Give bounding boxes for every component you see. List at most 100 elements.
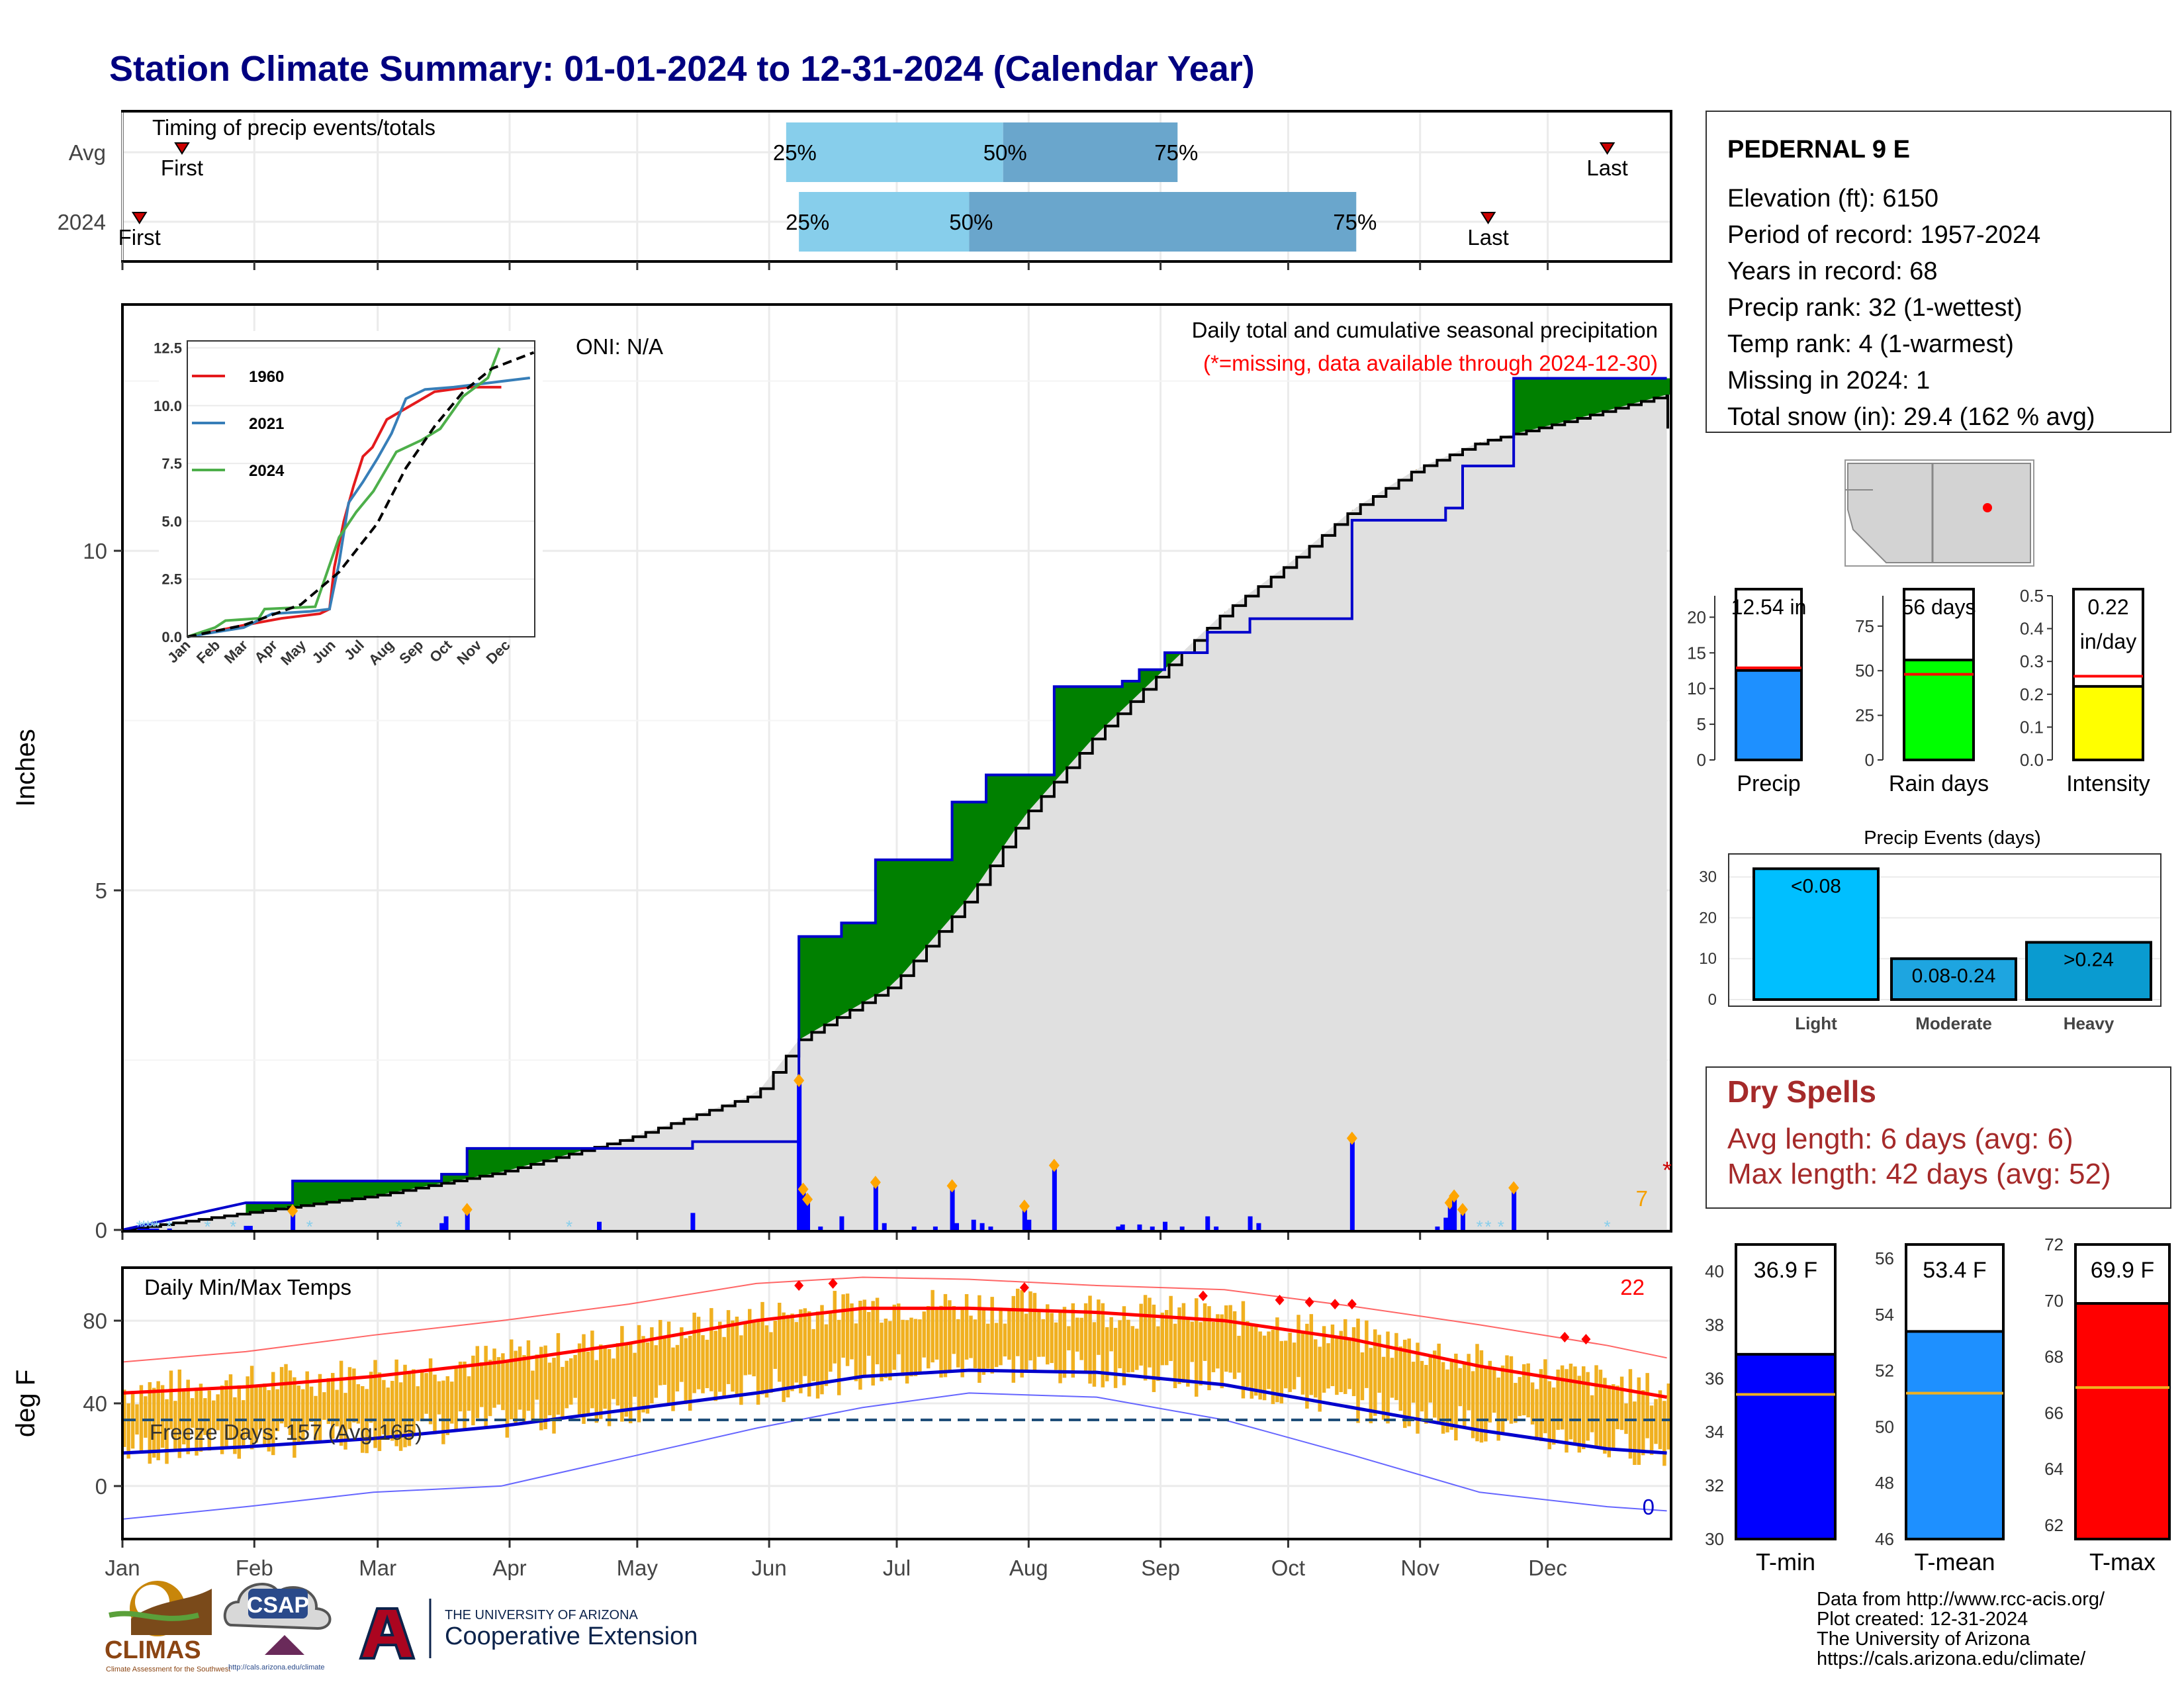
temp-daily-bar (318, 1374, 322, 1441)
temp-record-max-line (122, 1276, 1667, 1363)
precip-daily-bar (1256, 1223, 1261, 1230)
temp-daily-bar (709, 1308, 713, 1391)
precip-above-avg-band (296, 1181, 302, 1207)
temp-daily-bar (905, 1320, 909, 1384)
temp-daily-bar (1582, 1366, 1586, 1450)
temp-daily-bar (594, 1360, 599, 1423)
temp-daily-bar (1297, 1315, 1300, 1378)
precip-summary-ytick-label: 0.5 (2020, 586, 2044, 606)
precip-above-avg-band (875, 859, 880, 996)
temp-daily-bar (1305, 1323, 1309, 1409)
temp-daily-bar (1318, 1346, 1322, 1412)
precip-above-avg-band (1637, 378, 1642, 403)
record-high-marker (1019, 1282, 1029, 1293)
precip-daily-bar (1214, 1226, 1219, 1230)
temp-daily-bar (122, 1389, 126, 1447)
precip-above-avg-band (390, 1181, 396, 1193)
precip-daily-bar (979, 1223, 985, 1230)
precip-above-avg-band (892, 859, 897, 986)
temp-summary-bar (2074, 1302, 2171, 1540)
precip-summary-ytick-label: 50 (1855, 661, 1874, 680)
month-label-jul: Jul (883, 1556, 911, 1580)
precip-above-avg-band (271, 1202, 277, 1210)
temp-daily-bar (1386, 1331, 1390, 1424)
timing-p75-label: 75% (1333, 210, 1377, 234)
temp-summary-value: 36.9 F (1754, 1258, 1817, 1283)
precip-daily-bar (146, 1228, 151, 1230)
temp-daily-bar (654, 1345, 659, 1398)
temp-daily-bar (1279, 1340, 1284, 1404)
temp-daily-bar (1428, 1354, 1433, 1403)
events-ytick-label: 30 (1699, 868, 1717, 886)
precip-above-avg-band (433, 1181, 438, 1185)
temp-daily-bar (1526, 1363, 1530, 1418)
precip-above-avg-band (918, 859, 923, 957)
temp-daily-bar (242, 1400, 246, 1447)
precip-daily-bar (988, 1226, 993, 1230)
temp-daily-bar (620, 1326, 624, 1422)
temp-daily-bar (1496, 1378, 1500, 1441)
precip-above-avg-band (539, 1148, 545, 1162)
snow-marker: * (153, 1217, 159, 1237)
precip-summary-label: Precip (1737, 771, 1800, 796)
temp-daily-bar (212, 1400, 216, 1429)
precip-2024-cumulative-line (122, 377, 1667, 1231)
temp-daily-bar (1046, 1304, 1050, 1365)
precip-daily-bar (1461, 1209, 1465, 1230)
precip-above-avg-band (939, 859, 944, 932)
precip-above-avg-band (871, 923, 876, 998)
precip-above-avg-band (531, 1148, 536, 1164)
temp-daily-bar (756, 1319, 760, 1405)
precip-above-avg-band (305, 1181, 310, 1205)
precip-above-avg-band (833, 936, 838, 1020)
precip-summary-ytick-label: 0 (1865, 750, 1874, 770)
snow-marker: * (230, 1217, 236, 1237)
precip-above-avg-band (501, 1148, 506, 1172)
station-temp-rank: Temp rank: 4 (1-warmest) (1727, 330, 2014, 358)
temp-daily-bar (1284, 1340, 1288, 1389)
temp-daily-bar (148, 1382, 152, 1464)
precip-above-avg-band (569, 1148, 574, 1154)
precip-heavy-marker (1346, 1131, 1357, 1145)
temp-summary-ytick-label: 72 (2044, 1235, 2064, 1254)
precip-daily-bar (167, 1228, 172, 1230)
temp-daily-bar (1433, 1350, 1437, 1418)
inset-line-average (187, 351, 535, 638)
precip-above-avg-band (279, 1202, 285, 1209)
temp-daily-bar (748, 1309, 752, 1375)
precip-above-avg-band (1109, 686, 1115, 722)
precip-above-avg-band (1101, 686, 1106, 730)
temp-daily-bar (1441, 1362, 1445, 1434)
precip-above-avg-band (1024, 774, 1029, 816)
precip-above-avg-band (905, 859, 910, 971)
precip-above-avg-band (518, 1148, 523, 1168)
precip-daily-bar (1026, 1219, 1032, 1230)
temp-daily-bar (1360, 1352, 1365, 1401)
temp-daily-bar (454, 1366, 458, 1432)
temp-daily-bar (1598, 1370, 1603, 1447)
record-high-marker (1581, 1334, 1591, 1345)
precip-daily-bar (818, 1226, 823, 1230)
temp-daily-bar (1224, 1305, 1228, 1372)
temp-daily-bar (1492, 1367, 1496, 1413)
record-low-count: 0 (1643, 1495, 1655, 1519)
temp-daily-bar (254, 1384, 258, 1443)
temp-daily-bar (126, 1403, 130, 1459)
precip-above-avg-band (1658, 378, 1663, 397)
temp-daily-bar (514, 1350, 518, 1425)
precip-above-avg-band (301, 1181, 306, 1206)
temp-ytick-label: 40 (83, 1391, 107, 1416)
precip-above-avg-band (488, 1148, 493, 1175)
temp-daily-bar (186, 1380, 190, 1454)
temp-daily-bar (565, 1360, 569, 1409)
snow-marker: * (1604, 1217, 1611, 1237)
temp-daily-bar (1126, 1319, 1130, 1373)
precip-daily-bar (1150, 1226, 1155, 1230)
temp-daily-bar (428, 1358, 433, 1425)
temp-daily-bar (382, 1380, 386, 1434)
temp-daily-bar (522, 1355, 526, 1422)
temp-daily-bar (1050, 1313, 1054, 1364)
precip-above-avg-band (361, 1181, 366, 1198)
precip-above-avg-band (369, 1181, 374, 1197)
temp-daily-bar (1071, 1303, 1075, 1378)
